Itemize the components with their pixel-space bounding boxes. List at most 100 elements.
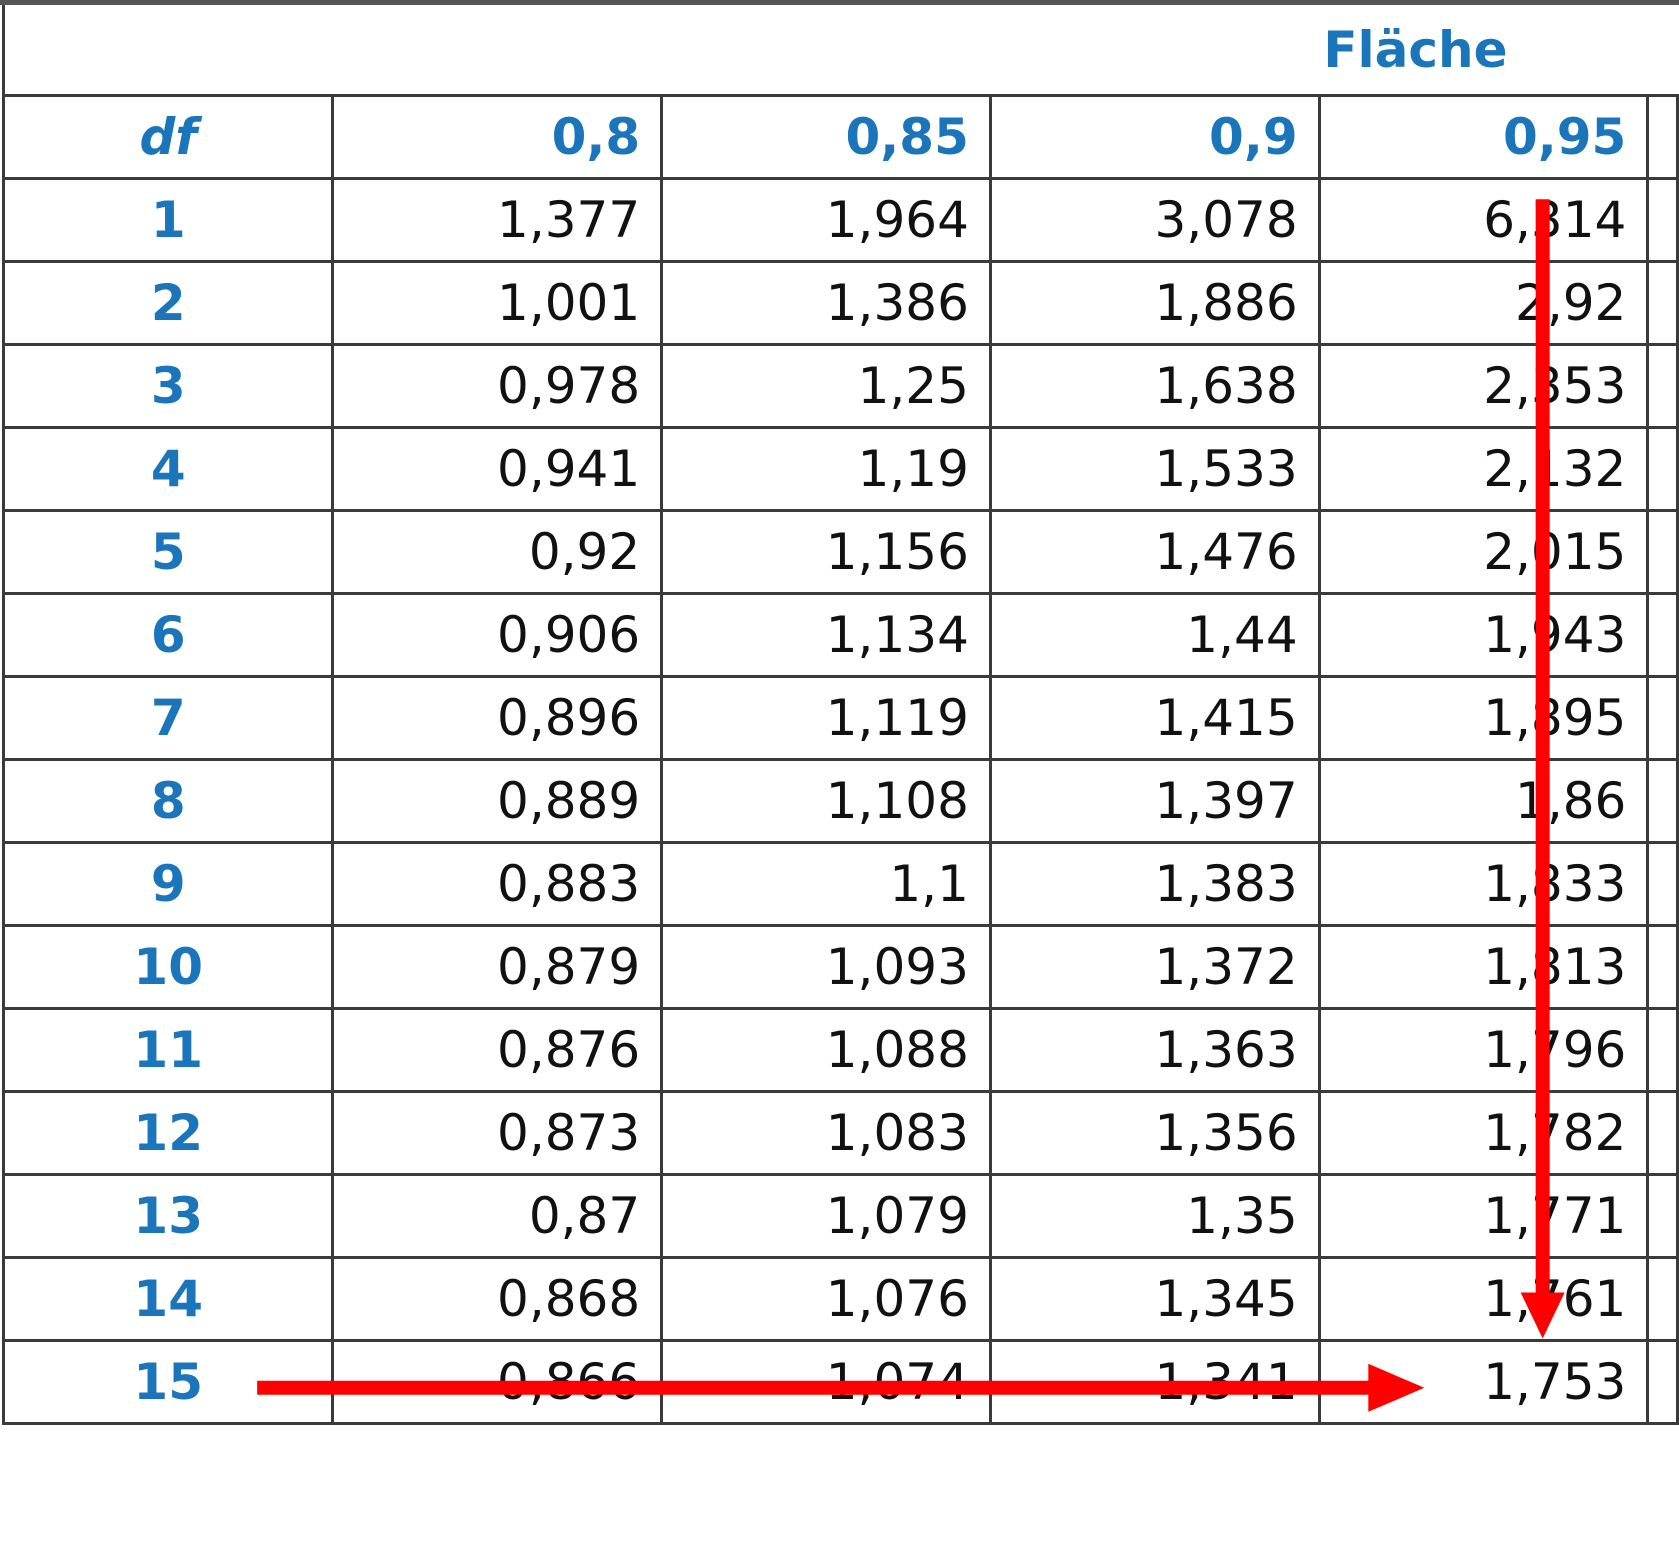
value-cell: 3,078 <box>988 177 1321 263</box>
value-cell: 1,86 <box>1317 758 1650 844</box>
value-cell: 1,386 <box>660 260 992 346</box>
df-cell: 8 <box>1 758 335 844</box>
cut-off-cell <box>1646 841 1679 927</box>
value-cell: 1,093 <box>660 924 992 1010</box>
value-cell: 1,083 <box>660 1090 992 1176</box>
df-cell: 12 <box>1 1090 335 1176</box>
value-cell: 1,397 <box>988 758 1321 844</box>
value-cell: 1,886 <box>988 260 1321 346</box>
cut-off-cell <box>1646 1090 1679 1176</box>
cut-off-cell <box>1646 592 1679 678</box>
df-cell: 6 <box>1 592 335 678</box>
df-cell: 5 <box>1 509 335 595</box>
value-cell: 1,108 <box>660 758 992 844</box>
df-cell: 7 <box>1 675 335 761</box>
cut-off-cell <box>1646 426 1679 512</box>
value-cell: 1,19 <box>660 426 992 512</box>
value-cell: 1,761 <box>1317 1256 1650 1342</box>
value-cell: 1,415 <box>988 675 1321 761</box>
value-cell: 1,383 <box>988 841 1321 927</box>
value-cell: 1,377 <box>331 177 664 263</box>
df-cell: 11 <box>1 1007 335 1093</box>
area-banner-row: Fläche <box>2 0 1678 97</box>
value-cell: 1,372 <box>988 924 1321 1010</box>
value-cell: 1,895 <box>1317 675 1650 761</box>
value-cell: 1,363 <box>988 1007 1321 1093</box>
value-cell: 1,356 <box>988 1090 1321 1176</box>
value-cell: 6,314 <box>1317 177 1650 263</box>
table-row: 12 0,873 1,083 1,356 1,782 <box>1 1090 1679 1176</box>
value-cell: 1,345 <box>988 1256 1321 1342</box>
value-cell: 1,119 <box>660 675 992 761</box>
table-row: 11 0,876 1,088 1,363 1,796 <box>1 1007 1679 1093</box>
column-header: 0,9 <box>988 94 1321 180</box>
df-cell: 15 <box>1 1339 335 1425</box>
cut-off-cell <box>1646 924 1679 1010</box>
cut-off-cell <box>1646 177 1679 263</box>
value-cell: 0,906 <box>331 592 664 678</box>
value-cell: 1,088 <box>660 1007 992 1093</box>
area-label: Fläche <box>2 0 1678 97</box>
value-cell: 0,889 <box>331 758 664 844</box>
value-cell: 0,866 <box>331 1339 664 1425</box>
cut-off-cell <box>1646 758 1679 844</box>
df-cell: 1 <box>1 177 335 263</box>
value-cell: 1,638 <box>988 343 1321 429</box>
value-cell: 1,134 <box>660 592 992 678</box>
value-cell: 1,943 <box>1317 592 1650 678</box>
value-cell: 1,782 <box>1317 1090 1650 1176</box>
value-cell: 0,978 <box>331 343 664 429</box>
value-cell: 1,001 <box>331 260 664 346</box>
value-cell: 0,868 <box>331 1256 664 1342</box>
cut-off-cell <box>1646 1173 1679 1259</box>
table-row: 2 1,001 1,386 1,886 2,92 <box>1 260 1679 346</box>
value-cell: 1,1 <box>660 841 992 927</box>
cut-off-cell <box>1646 1007 1679 1093</box>
value-cell: 0,87 <box>331 1173 664 1259</box>
cut-off-cell <box>1646 675 1679 761</box>
column-header: 0,8 <box>331 94 664 180</box>
df-cell: 2 <box>1 260 335 346</box>
value-cell: 2,92 <box>1317 260 1650 346</box>
value-cell: 1,796 <box>1317 1007 1650 1093</box>
t-distribution-table: Fläche df 0,8 0,85 0,9 0,95 1 1,377 1,964 3… <box>1 0 1679 1425</box>
value-cell: 1,25 <box>660 343 992 429</box>
value-cell: 2,015 <box>1317 509 1650 595</box>
cut-off-column-header <box>1646 94 1679 180</box>
table-row: 4 0,941 1,19 1,533 2,132 <box>1 426 1679 512</box>
value-cell: 2,132 <box>1317 426 1650 512</box>
value-cell: 1,813 <box>1317 924 1650 1010</box>
df-cell: 14 <box>1 1256 335 1342</box>
value-cell: 0,879 <box>331 924 664 1010</box>
value-cell: 1,074 <box>660 1339 992 1425</box>
value-cell: 1,833 <box>1317 841 1650 927</box>
table-row: 6 0,906 1,134 1,44 1,943 <box>1 592 1679 678</box>
value-cell: 1,156 <box>660 509 992 595</box>
df-cell: 9 <box>1 841 335 927</box>
table-row: 1 1,377 1,964 3,078 6,314 <box>1 177 1679 263</box>
value-cell: 1,44 <box>988 592 1321 678</box>
table-row: 13 0,87 1,079 1,35 1,771 <box>1 1173 1679 1259</box>
table-row: 7 0,896 1,119 1,415 1,895 <box>1 675 1679 761</box>
df-cell: 13 <box>1 1173 335 1259</box>
table-row: 8 0,889 1,108 1,397 1,86 <box>1 758 1679 844</box>
value-cell: 1,076 <box>660 1256 992 1342</box>
cut-off-cell <box>1646 509 1679 595</box>
value-cell: 1,533 <box>988 426 1321 512</box>
value-cell: 1,476 <box>988 509 1321 595</box>
value-cell: 0,883 <box>331 841 664 927</box>
df-cell: 3 <box>1 343 335 429</box>
column-header: 0,95 <box>1317 94 1650 180</box>
value-cell: 1,341 <box>988 1339 1321 1425</box>
df-cell: 10 <box>1 924 335 1010</box>
value-cell: 2,353 <box>1317 343 1650 429</box>
cut-off-cell <box>1646 260 1679 346</box>
value-cell: 0,873 <box>331 1090 664 1176</box>
column-header: 0,85 <box>660 94 992 180</box>
cut-off-cell <box>1646 1256 1679 1342</box>
cut-off-cell <box>1646 1339 1679 1425</box>
cut-off-cell <box>1646 343 1679 429</box>
value-cell: 1,753 <box>1317 1339 1650 1425</box>
value-cell: 1,35 <box>988 1173 1321 1259</box>
